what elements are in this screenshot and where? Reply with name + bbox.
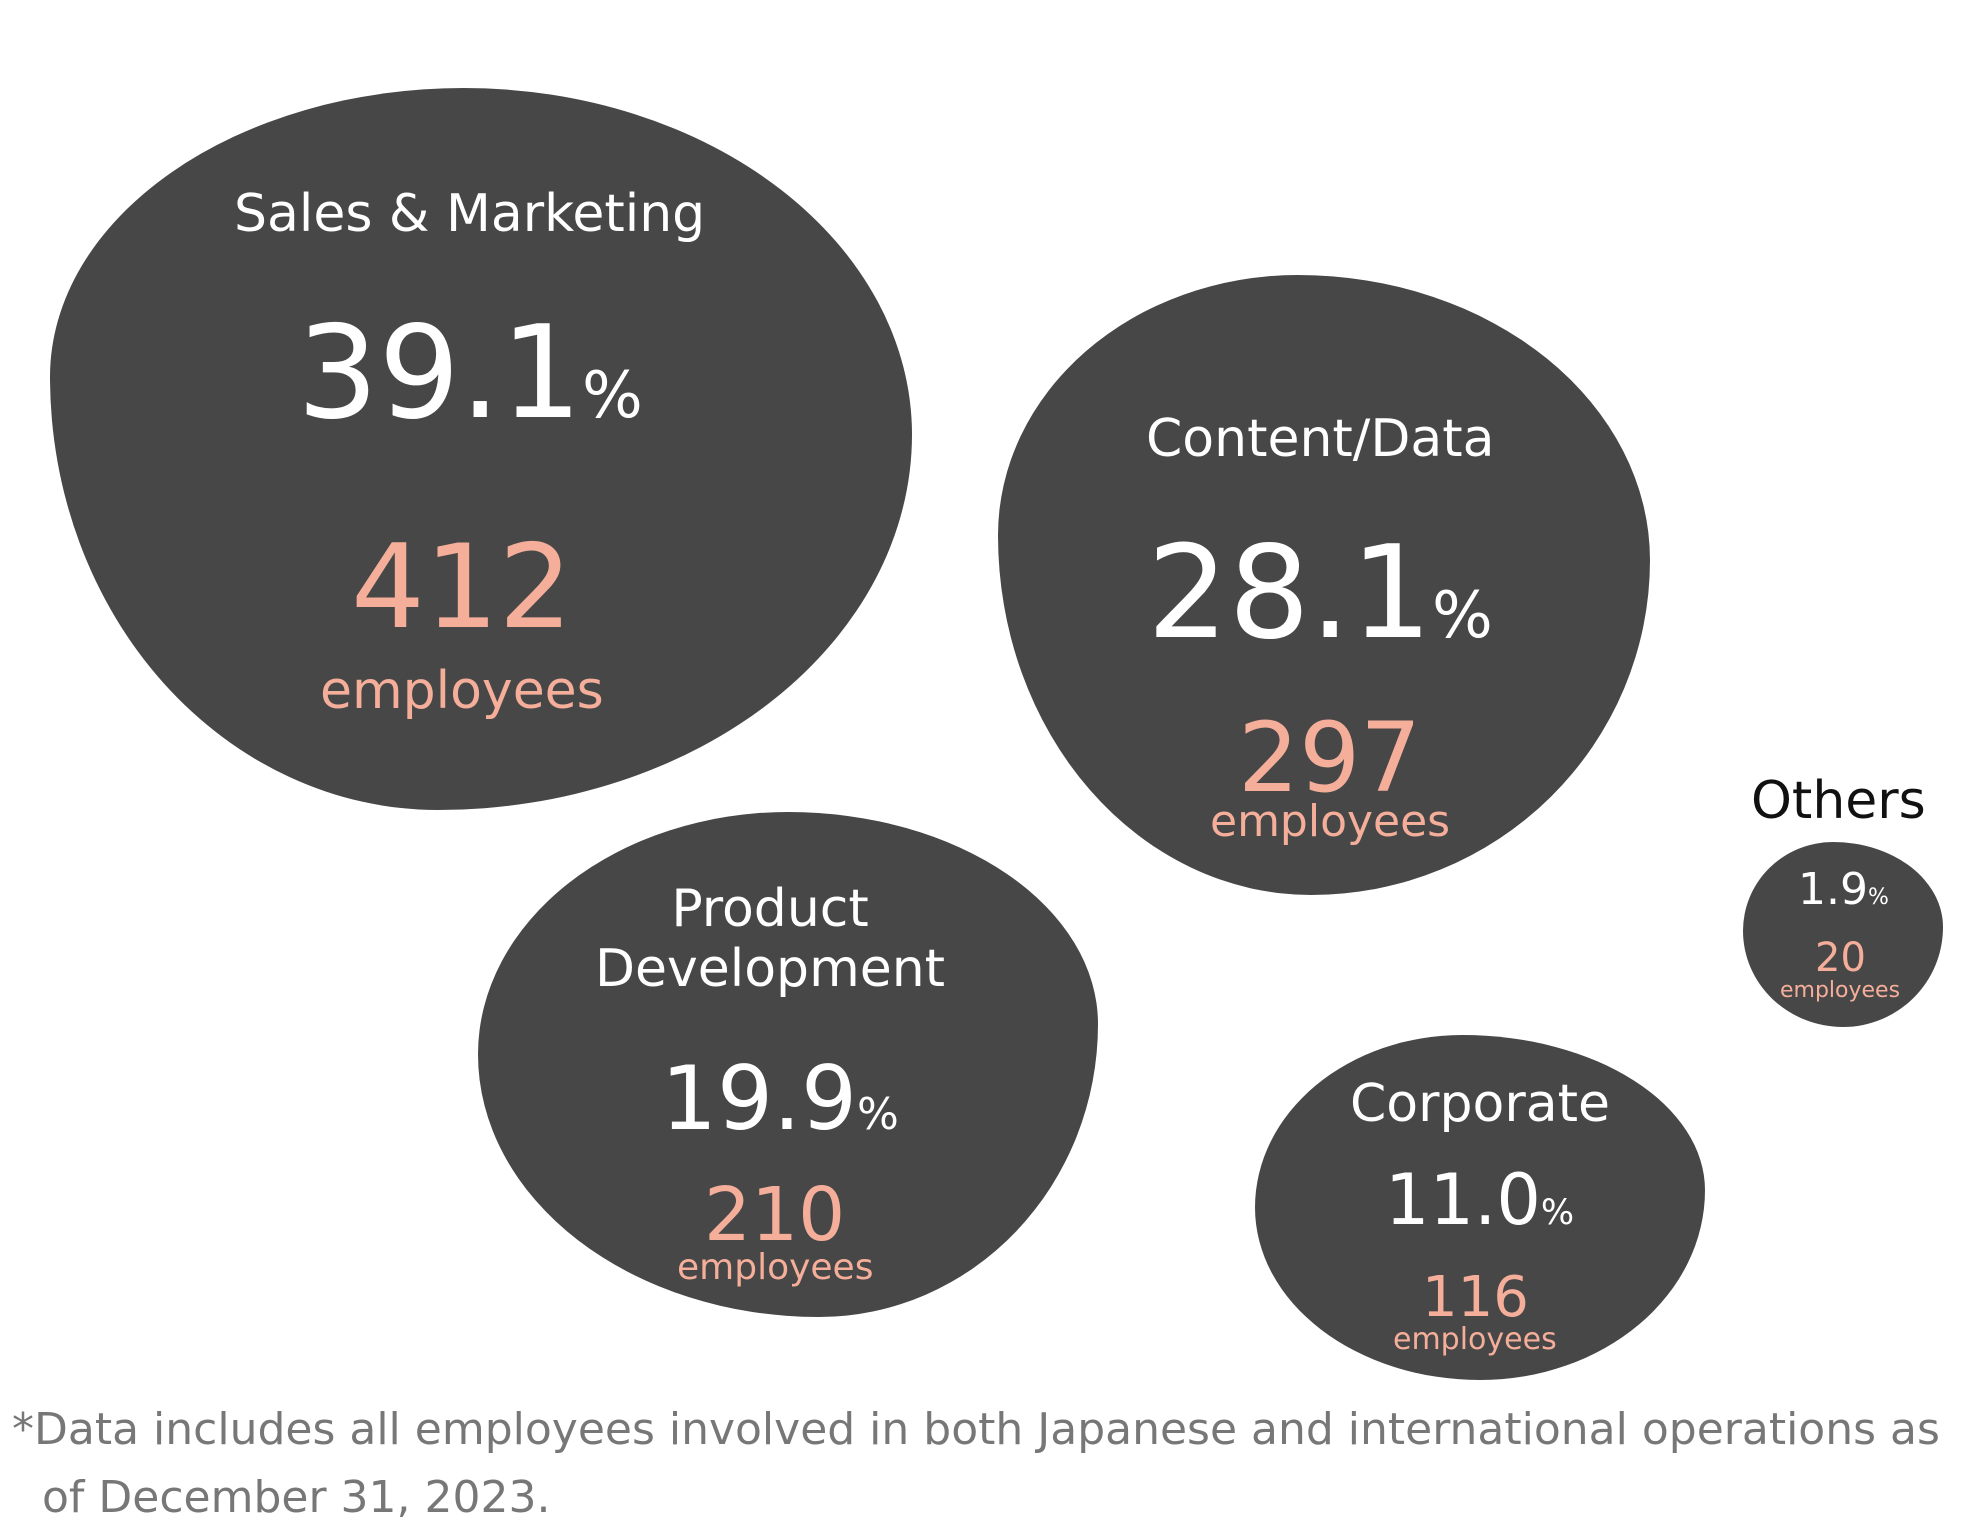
percent-label-product-development: 19.9% <box>661 1047 899 1150</box>
employees-unit-corporate: employees <box>1393 1322 1557 1357</box>
category-label-sales-marketing: Sales & Marketing <box>234 184 706 244</box>
footnote: *Data includes all employees involved in… <box>12 1396 1972 1532</box>
employee-count-others: 20 <box>1815 935 1866 981</box>
bubble-product-development <box>478 812 1098 1317</box>
percent-label-sales-marketing: 39.1% <box>297 299 643 448</box>
employee-count-content-data: 297 <box>1238 702 1422 814</box>
category-label-others: Others <box>1751 771 1926 831</box>
employees-unit-content-data: employees <box>1210 796 1451 847</box>
percent-label-corporate: 11.0% <box>1385 1159 1575 1241</box>
bubble-content-data <box>998 275 1650 895</box>
percent-label-content-data: 28.1% <box>1147 519 1493 668</box>
employees-unit-others: employees <box>1780 978 1901 1003</box>
footnote-line-2: of December 31, 2023. <box>42 1472 551 1523</box>
category-label-corporate: Corporate <box>1350 1074 1610 1134</box>
employee-count-corporate: 116 <box>1422 1265 1529 1330</box>
bubble-corporate <box>1255 1035 1705 1380</box>
employee-count-product-development: 210 <box>704 1172 846 1258</box>
employees-unit-sales-marketing: employees <box>320 661 604 721</box>
employees-unit-product-development: employees <box>677 1247 874 1288</box>
category-label-content-data: Content/Data <box>1146 409 1495 469</box>
percent-label-others: 1.9% <box>1798 864 1889 915</box>
category-label-product-development: Product Development <box>595 879 946 999</box>
bubble-sales-marketing <box>50 88 912 810</box>
employee-count-sales-marketing: 412 <box>351 520 573 655</box>
bubble-others <box>1743 842 1943 1027</box>
footnote-line-1: *Data includes all employees involved in… <box>12 1404 1940 1455</box>
